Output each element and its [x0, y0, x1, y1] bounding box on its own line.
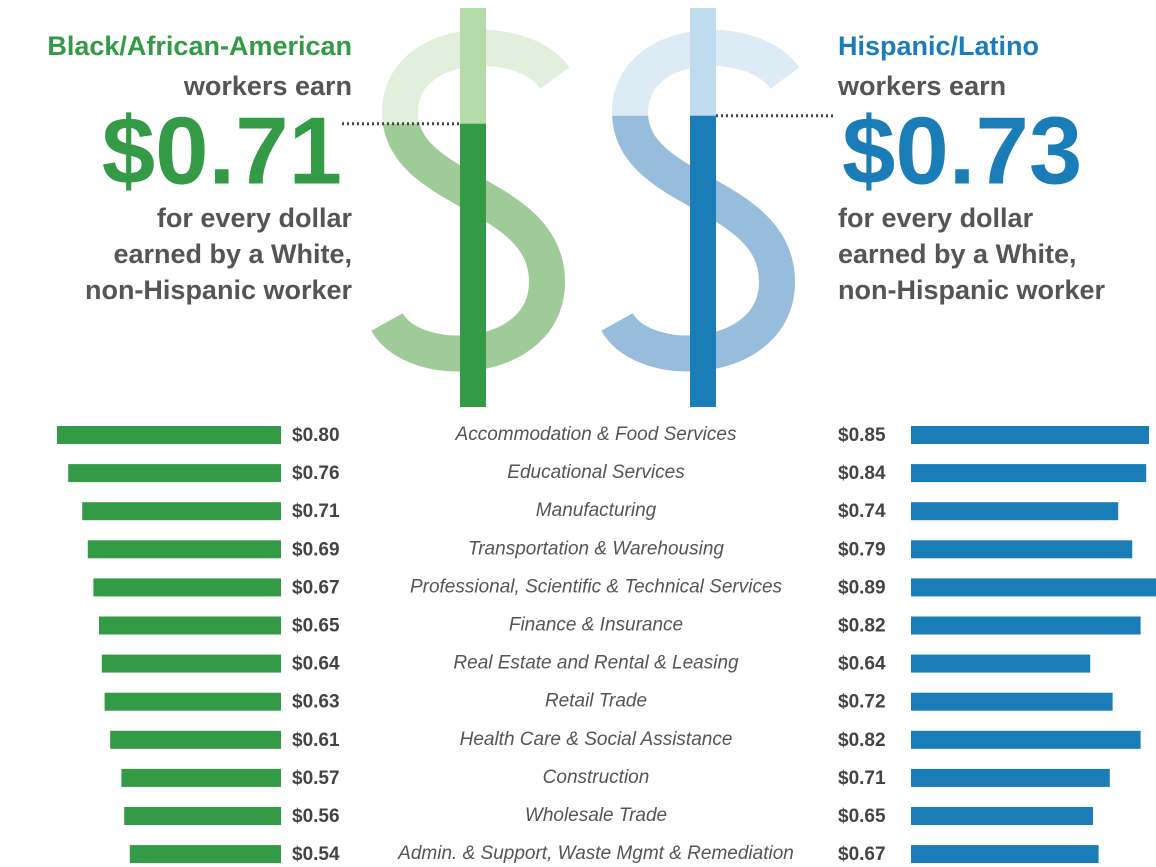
- value-label: $0.54: [292, 844, 340, 865]
- subtitle: workers earn: [183, 71, 352, 101]
- value-label: $0.79: [838, 539, 886, 560]
- category-label: Transportation & Warehousing: [468, 538, 724, 559]
- value-label: $0.89: [838, 577, 886, 598]
- category-label: Retail Trade: [545, 691, 647, 712]
- category-label: Finance & Insurance: [509, 615, 683, 636]
- bar: [93, 578, 282, 597]
- value-label: $0.82: [838, 730, 886, 751]
- bar: [99, 616, 281, 635]
- bar: [87, 540, 281, 559]
- value-label: $0.74: [838, 501, 886, 522]
- note-line: earned by a White,: [113, 239, 352, 269]
- note-line: for every dollar: [157, 203, 353, 233]
- bar: [911, 426, 1149, 444]
- value-label: $0.61: [292, 730, 340, 751]
- bar: [68, 464, 281, 483]
- category-label: Wholesale Trade: [525, 805, 667, 826]
- value-label: $0.64: [292, 654, 340, 675]
- value-label: $0.80: [292, 425, 340, 446]
- dollar-bar-fill: [690, 115, 716, 407]
- overall-value: $0.73: [842, 97, 1082, 204]
- bar: [911, 616, 1141, 635]
- bar: [110, 730, 281, 749]
- value-label: $0.57: [292, 768, 340, 789]
- value-label: $0.63: [292, 692, 340, 713]
- bar: [911, 578, 1156, 597]
- category-label: Educational Services: [507, 462, 685, 483]
- note-line: non-Hispanic worker: [85, 275, 353, 305]
- bar: [104, 692, 281, 711]
- value-label: $0.69: [292, 539, 340, 560]
- note-line: for every dollar: [838, 203, 1034, 233]
- dollar-s-top: [611, 29, 800, 116]
- value-label: $0.67: [838, 844, 886, 865]
- bar: [121, 768, 282, 787]
- bar: [911, 502, 1119, 521]
- bar: [57, 426, 281, 444]
- value-label: $0.76: [292, 463, 340, 484]
- dollar-s-top: [381, 29, 570, 124]
- group-name: Hispanic/Latino: [838, 31, 1039, 61]
- dollar-bar-fill: [460, 123, 486, 408]
- value-label: $0.65: [838, 806, 886, 827]
- category-label: Manufacturing: [536, 500, 657, 521]
- value-label: $0.56: [292, 806, 340, 827]
- group-name: Black/African-American: [47, 31, 352, 61]
- category-label: Accommodation & Food Services: [455, 424, 737, 445]
- bar: [911, 807, 1093, 825]
- value-label: $0.67: [292, 577, 340, 598]
- bar: [911, 845, 1099, 864]
- category-label: Professional, Scientific & Technical Ser…: [410, 576, 783, 597]
- overall-value: $0.71: [102, 97, 342, 204]
- category-label: Real Estate and Rental & Leasing: [453, 653, 739, 674]
- subtitle: workers earn: [837, 71, 1006, 101]
- bar: [911, 654, 1091, 673]
- bar: [911, 692, 1113, 711]
- bar: [911, 464, 1147, 483]
- bar: [101, 654, 281, 673]
- category-label: Health Care & Social Assistance: [460, 729, 733, 750]
- bar: [911, 768, 1110, 787]
- value-label: $0.65: [292, 616, 340, 637]
- value-label: $0.71: [838, 768, 886, 789]
- value-label: $0.64: [838, 654, 886, 675]
- value-label: $0.71: [292, 501, 340, 522]
- bar: [129, 845, 281, 864]
- bar: [911, 540, 1133, 559]
- value-label: $0.82: [838, 616, 886, 637]
- bar: [82, 502, 281, 521]
- value-label: $0.72: [838, 692, 886, 713]
- value-label: $0.84: [838, 463, 886, 484]
- note-line: non-Hispanic worker: [838, 275, 1106, 305]
- note-line: earned by a White,: [838, 239, 1077, 269]
- value-label: $0.85: [838, 425, 886, 446]
- category-label: Construction: [543, 767, 650, 788]
- bar: [911, 730, 1141, 749]
- category-label: Admin. & Support, Waste Mgmt & Remediati…: [397, 843, 794, 864]
- bar: [124, 807, 281, 825]
